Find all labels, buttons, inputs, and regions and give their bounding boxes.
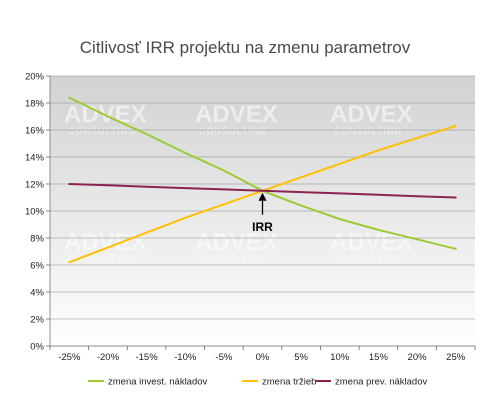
y-tick-label: 4% [30, 288, 44, 299]
watermark-brand: ADVEX [330, 229, 413, 256]
y-tick-label: 0% [30, 342, 44, 353]
watermark-brand: ADVEX [195, 101, 278, 128]
y-tick-label: 12% [25, 180, 45, 191]
y-tick-label: 10% [25, 207, 45, 218]
x-tick-label: -5% [215, 352, 232, 363]
x-tick-label: 15% [369, 352, 389, 363]
y-tick-label: 6% [30, 261, 44, 272]
x-tick-label: 10% [330, 352, 350, 363]
y-tick-label: 16% [25, 126, 45, 137]
watermark-sub: CONSULTING [199, 126, 267, 136]
x-tick-label: -25% [58, 352, 81, 363]
x-tick-label: 25% [446, 352, 466, 363]
y-tick-label: 2% [30, 315, 44, 326]
watermark-layer: ADVEXCONSULTINGADVEXCONSULTINGADVEXCONSU… [64, 101, 413, 264]
watermark-sub: CONSULTING [334, 126, 402, 136]
chart-title: Citlivosť IRR projektu na zmenu parametr… [80, 38, 411, 57]
legend-label: zmena invest. nákladov [108, 377, 208, 388]
x-tick-label: 5% [294, 352, 308, 363]
y-tick-label: 8% [30, 234, 44, 245]
watermark-sub: CONSULTING [68, 126, 136, 136]
annotation-label: IRR [252, 220, 273, 234]
annotation-layer: IRR [252, 192, 273, 234]
y-tick-label: 20% [25, 72, 45, 83]
legend-item-2: zmena tržieb [242, 377, 316, 388]
watermark-brand: ADVEX [195, 229, 278, 256]
legend-label: zmena tržieb [262, 377, 316, 388]
y-axis: 0% 2% 4% 6% 8% 10% 12% 14% 16% 18% 20% [25, 72, 51, 353]
annotation-arrowhead [258, 192, 267, 201]
irr-annotation: IRR [252, 192, 273, 234]
x-tick-label: -15% [135, 352, 158, 363]
x-tick-label: -10% [174, 352, 197, 363]
y-tick-label: 18% [25, 99, 45, 110]
legend-label: zmena prev. nákladov [335, 377, 427, 388]
watermark-brand: ADVEX [330, 101, 413, 128]
x-tick-label: 20% [408, 352, 428, 363]
watermark-sub: CONSULTING [334, 254, 402, 264]
watermark-sub: CONSULTING [68, 254, 136, 264]
legend-item-1: zmena invest. nákladov [88, 377, 208, 388]
series-layer [68, 96, 457, 264]
x-axis: -25% -20% -15% -10% -5% 0% 5% 10% 15% 20% 25% [49, 345, 476, 363]
legend: zmena invest. nákladov zmena tržieb zmena … [88, 377, 427, 388]
watermark-brand: ADVEX [64, 229, 147, 256]
watermark-sub: CONSULTING [199, 254, 267, 264]
x-tick-label: 0% [256, 352, 270, 363]
legend-item-3: zmena prev. nákladov [315, 377, 427, 388]
x-tick-label: -20% [97, 352, 120, 363]
series-line-3 [68, 183, 457, 199]
y-tick-label: 14% [25, 153, 45, 164]
